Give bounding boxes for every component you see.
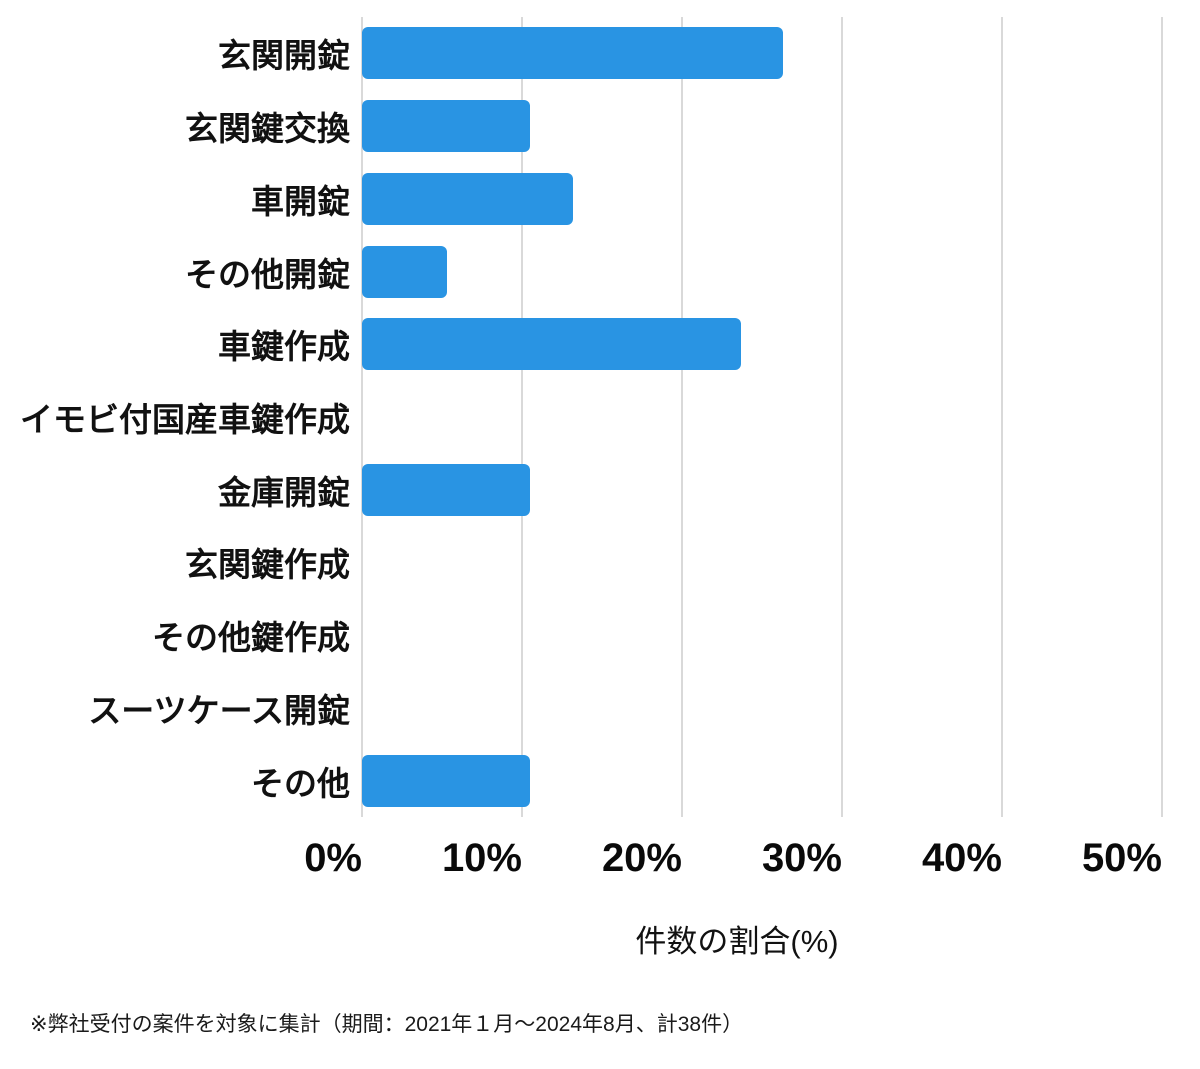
category-label: その他 — [251, 764, 350, 802]
bar-3 — [362, 172, 574, 225]
x-tick-label: 0% — [304, 836, 362, 880]
x-axis-title: 件数の割合(%) — [635, 924, 839, 959]
bar-row — [362, 672, 1162, 745]
bar-row — [362, 453, 1162, 526]
bar-row — [362, 162, 1162, 235]
bar-5 — [362, 318, 742, 371]
category-label: 玄関鍵交換 — [185, 110, 350, 148]
bar-row — [362, 744, 1162, 817]
gridline-0 — [361, 17, 363, 817]
gridline-10 — [521, 17, 523, 817]
plot-area — [361, 17, 1163, 817]
category-label: イモビ付国産車鍵作成 — [20, 400, 350, 438]
bar-row — [362, 308, 1162, 381]
footnote: ※弊社受付の案件を対象に集計（期間：2021年１月～2024年8月、計38件） — [30, 1013, 744, 1036]
x-tick-label: 50% — [1081, 836, 1162, 880]
x-tick-label: 10% — [441, 836, 522, 880]
bar-row — [362, 599, 1162, 672]
bar-7 — [362, 463, 530, 516]
category-label: 玄関開錠 — [218, 37, 350, 75]
category-label: 金庫開錠 — [218, 473, 350, 511]
gridline-30 — [841, 17, 843, 817]
x-tick-label: 20% — [601, 836, 682, 880]
category-label: 玄関鍵作成 — [185, 546, 350, 584]
category-label: その他鍵作成 — [152, 619, 350, 657]
bar-row — [362, 526, 1162, 599]
bar-row — [362, 235, 1162, 308]
category-label: 車鍵作成 — [218, 328, 350, 366]
gridline-50 — [1161, 17, 1163, 817]
x-axis-ticks: 0% 10% 20% 30% 40% 50% — [0, 836, 1200, 886]
x-tick-label: 30% — [761, 836, 842, 880]
bar-4 — [362, 245, 447, 298]
category-label: スーツケース開錠 — [88, 691, 350, 729]
y-axis-labels: 玄関開錠玄関鍵交換車開錠その他開錠車鍵作成イモビ付国産車鍵作成金庫開錠玄関鍵作成… — [0, 17, 350, 817]
bar-11 — [362, 754, 530, 807]
category-label: 車開錠 — [251, 182, 350, 220]
x-tick-label: 40% — [921, 836, 1002, 880]
gridline-40 — [1001, 17, 1003, 817]
category-label: その他開錠 — [185, 255, 350, 293]
bar-1 — [362, 27, 783, 80]
gridline-20 — [681, 17, 683, 817]
bar-row — [362, 17, 1162, 90]
bar-row — [362, 381, 1162, 454]
bar-2 — [362, 100, 530, 153]
bar-row — [362, 90, 1162, 163]
